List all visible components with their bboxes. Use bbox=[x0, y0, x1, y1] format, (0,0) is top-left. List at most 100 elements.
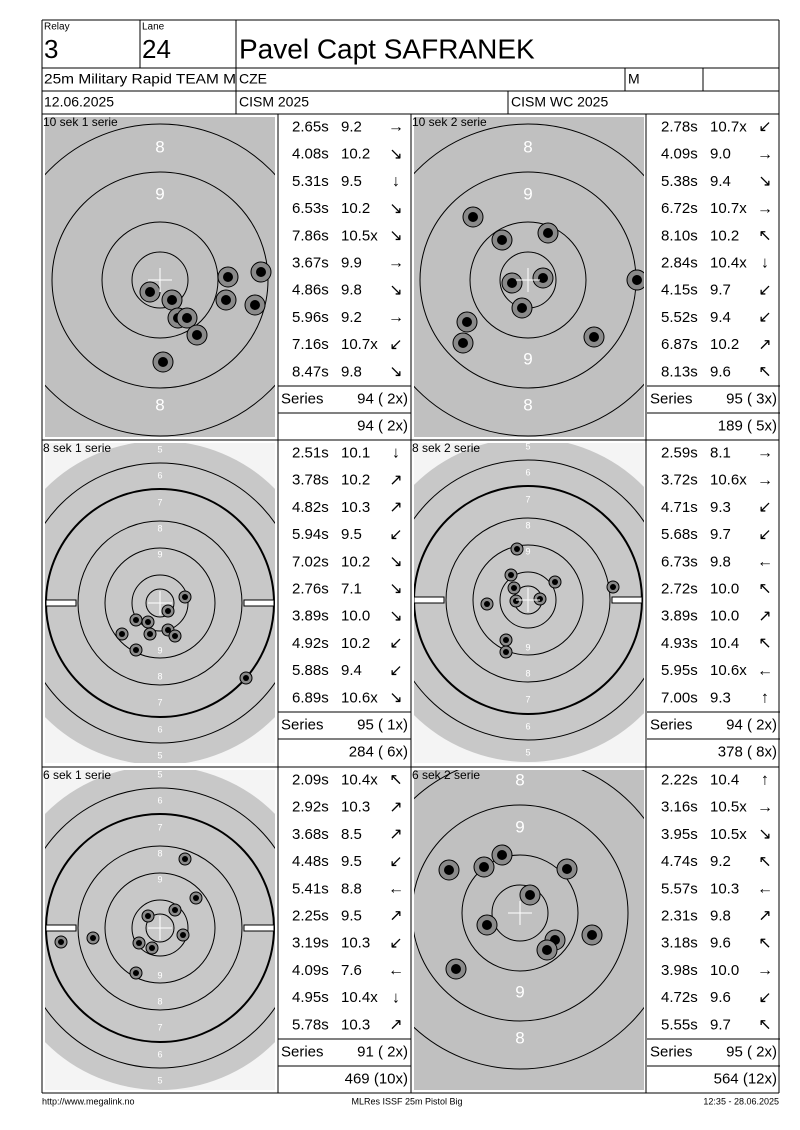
shot-time: 2.65s bbox=[292, 118, 329, 135]
shot-direction: ↘ bbox=[758, 173, 771, 190]
shot-time: 8.10s bbox=[661, 227, 698, 244]
ring-label: 8 bbox=[157, 671, 162, 681]
shot-core bbox=[165, 627, 171, 633]
panel-title: 8 sek 1 serie bbox=[43, 441, 111, 455]
shot-score: 10.7x bbox=[341, 336, 378, 353]
shot-time: 5.94s bbox=[292, 526, 329, 543]
ring-label: 8 bbox=[523, 395, 532, 414]
shot-time: 4.15s bbox=[661, 282, 698, 299]
shot-direction: ↗ bbox=[758, 608, 771, 625]
shot-time: 7.02s bbox=[292, 553, 329, 570]
target-bar bbox=[45, 599, 77, 607]
ring-label: 9 bbox=[157, 645, 162, 655]
running-total: 284 ( 6x) bbox=[349, 743, 408, 760]
series-label: Series bbox=[650, 1043, 693, 1060]
shot-time: 8.47s bbox=[292, 363, 329, 380]
target-ring bbox=[131, 251, 189, 309]
shot-score: 10.7x bbox=[710, 118, 747, 135]
competition: CISM 2025 bbox=[239, 94, 309, 110]
series-label: Series bbox=[650, 716, 693, 733]
shot-time: 3.16s bbox=[661, 799, 698, 816]
shot-core bbox=[462, 317, 472, 327]
shot-core bbox=[537, 596, 543, 602]
target: 5 6 7 8 9 9 8 7 6 5 bbox=[414, 443, 644, 763]
ring-label: 6 bbox=[157, 1049, 162, 1059]
panel-title: 6 sek 2 serie bbox=[412, 768, 480, 782]
shot-direction: ← bbox=[757, 554, 773, 571]
shot-time: 8.13s bbox=[661, 363, 698, 380]
shot-time: 6.87s bbox=[661, 336, 698, 353]
shot-core bbox=[458, 338, 468, 348]
shot-score: 10.3 bbox=[341, 799, 370, 816]
ring-label: 9 bbox=[525, 642, 530, 652]
shot-direction: → bbox=[388, 119, 404, 136]
ring-label: 9 bbox=[157, 549, 162, 559]
target-ring bbox=[131, 574, 189, 632]
ring-label: 6 bbox=[525, 721, 530, 731]
target: 8 9 8 bbox=[45, 117, 275, 437]
shot-core bbox=[444, 865, 454, 875]
relay: 3 bbox=[44, 34, 58, 64]
shot-score: 10.3 bbox=[341, 1016, 370, 1033]
shot-direction: ↗ bbox=[389, 799, 402, 816]
target-ring bbox=[145, 913, 175, 943]
shot-time: 6.73s bbox=[661, 553, 698, 570]
relay-label: Relay bbox=[44, 22, 70, 33]
shot-time: 7.00s bbox=[661, 689, 698, 706]
shot-core bbox=[503, 649, 509, 655]
ring-label: 7 bbox=[157, 697, 162, 707]
shot-direction: ↖ bbox=[758, 364, 771, 381]
target: 8 9 9 8 bbox=[414, 117, 644, 437]
shot-core bbox=[158, 357, 168, 367]
ring-label: 9 bbox=[155, 184, 164, 203]
running-total: 189 ( 5x) bbox=[718, 417, 777, 434]
target: 5 6 7 8 9 9 8 7 6 5 bbox=[45, 443, 275, 763]
series-label: Series bbox=[281, 390, 324, 407]
shot-direction: ← bbox=[388, 881, 404, 898]
shot-time: 5.38s bbox=[661, 173, 698, 190]
shot-time: 5.52s bbox=[661, 309, 698, 326]
shot-direction: ↖ bbox=[758, 635, 771, 652]
target: 8 9 9 8 bbox=[414, 770, 644, 1090]
shot-time: 2.25s bbox=[292, 907, 329, 924]
shot-direction: ↘ bbox=[389, 364, 402, 381]
shot-core bbox=[145, 913, 151, 919]
shot-direction: → bbox=[388, 309, 404, 326]
date: 12.06.2025 bbox=[44, 94, 114, 110]
shot-core bbox=[552, 579, 558, 585]
shot-score: 10.4x bbox=[341, 989, 378, 1006]
target-ring bbox=[414, 459, 644, 741]
shot-time: 3.68s bbox=[292, 826, 329, 843]
shot-score: 10.4x bbox=[341, 771, 378, 788]
shot-direction: ↘ bbox=[389, 608, 402, 625]
shot-score: 10.2 bbox=[341, 635, 370, 652]
shot-direction: ↘ bbox=[389, 581, 402, 598]
shot-time: 5.68s bbox=[661, 526, 698, 543]
shot-score: 9.2 bbox=[341, 309, 362, 326]
shot-direction: ↓ bbox=[392, 445, 400, 462]
shot-core bbox=[503, 637, 509, 643]
series-score: 94 ( 2x) bbox=[357, 390, 408, 407]
shot-core bbox=[256, 267, 266, 277]
panel-title: 10 sek 1 serie bbox=[43, 115, 118, 129]
shot-score: 9.5 bbox=[341, 907, 362, 924]
shot-score: 10.4x bbox=[710, 254, 747, 271]
shot-core bbox=[182, 313, 192, 323]
shot-core bbox=[182, 594, 188, 600]
shot-core bbox=[147, 631, 153, 637]
shot-core bbox=[133, 617, 139, 623]
target-ring bbox=[445, 517, 611, 683]
shot-time: 4.48s bbox=[292, 853, 329, 870]
shot-time: 3.72s bbox=[661, 472, 698, 489]
shot-score: 8.8 bbox=[341, 880, 362, 897]
shot-core bbox=[482, 920, 492, 930]
shot-time: 2.09s bbox=[292, 771, 329, 788]
ring-label: 6 bbox=[525, 467, 530, 477]
shot-direction: → bbox=[388, 255, 404, 272]
shot-time: 5.78s bbox=[292, 1016, 329, 1033]
shot-time: 4.09s bbox=[292, 962, 329, 979]
shot-time: 3.18s bbox=[661, 935, 698, 952]
shot-direction: ↙ bbox=[758, 282, 771, 299]
shot-direction: ↘ bbox=[389, 690, 402, 707]
footer-url: http://www.megalink.no bbox=[42, 1096, 135, 1106]
